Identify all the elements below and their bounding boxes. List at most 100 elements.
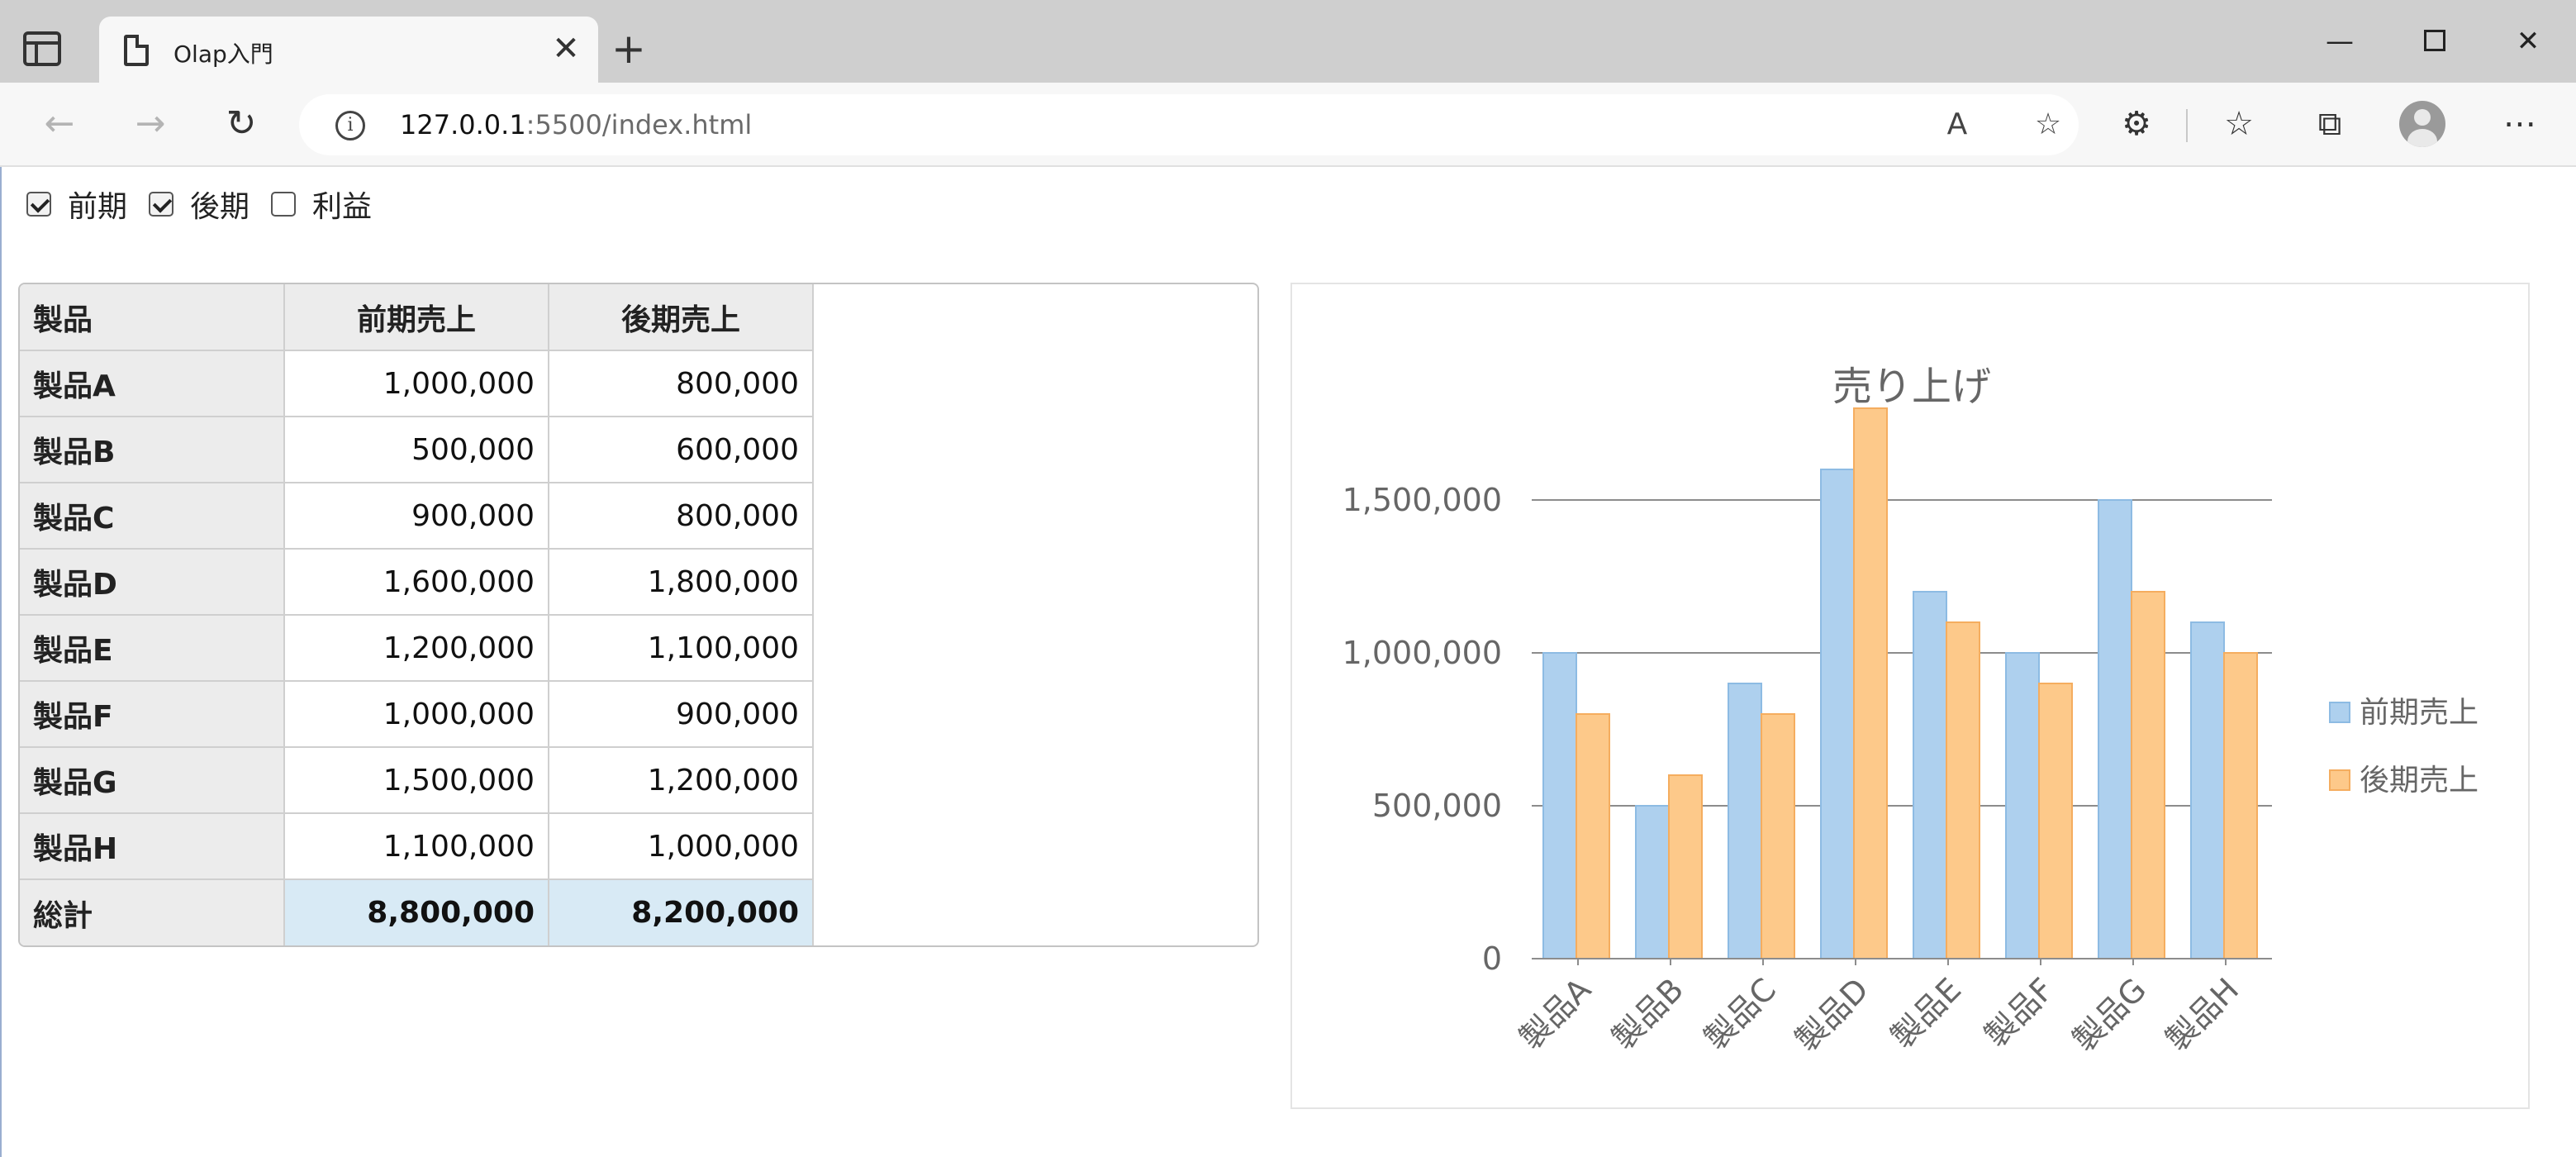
- x-tick-label: 製品B: [1605, 971, 1690, 1056]
- checkbox-profit[interactable]: [271, 192, 297, 217]
- table-row: 製品B 500,000 600,000: [20, 416, 814, 483]
- legend-swatch: [2329, 702, 2350, 723]
- grid-header-row: 製品 前期売上 後期売上: [20, 284, 814, 351]
- back-icon[interactable]: ←: [44, 102, 75, 145]
- window-close-icon[interactable]: ✕: [2516, 25, 2540, 58]
- row-header[interactable]: 製品G: [20, 746, 285, 814]
- filter-second-half[interactable]: 後期: [149, 183, 250, 226]
- filter-profit[interactable]: 利益: [271, 183, 372, 226]
- collections-icon[interactable]: ⧉: [2317, 105, 2342, 143]
- y-tick-label: 1,500,000: [1343, 482, 1502, 518]
- cell-first-half[interactable]: 1,600,000: [283, 548, 549, 616]
- minimize-icon[interactable]: —: [2326, 25, 2354, 58]
- chart-canvas: 売り上げ 0 500,000 1,000,000 1,500,000 製品A 製品B 製品C…: [1343, 364, 2479, 1059]
- bar: [2131, 591, 2165, 959]
- bar: [1635, 805, 1670, 959]
- maximize-icon[interactable]: [2411, 17, 2460, 66]
- pivot-grid: 製品 前期売上 後期売上 製品A 1,000,000 800,000 製品B 5…: [18, 283, 1259, 947]
- cell-first-half[interactable]: 500,000: [283, 416, 549, 483]
- col-header-first-half[interactable]: 前期売上: [283, 284, 549, 351]
- tab-active[interactable]: Olap入門 ✕: [99, 17, 598, 84]
- row-header[interactable]: 製品A: [20, 350, 285, 417]
- bar: [2098, 499, 2132, 959]
- row-header[interactable]: 製品C: [20, 482, 285, 550]
- cell-first-half[interactable]: 1,500,000: [283, 746, 549, 814]
- bar: [1820, 469, 1855, 959]
- new-tab-icon[interactable]: +: [611, 25, 646, 73]
- url-path: :5500/index.html: [525, 109, 753, 140]
- cell-second-half[interactable]: 900,000: [548, 680, 814, 748]
- filter-first-half-label: 前期: [68, 190, 128, 224]
- table-row: 製品C 900,000 800,000: [20, 482, 814, 550]
- cell-first-half[interactable]: 1,200,000: [283, 614, 549, 682]
- x-tick-label: 製品A: [1513, 971, 1598, 1056]
- bar: [2190, 621, 2225, 959]
- page-icon: [124, 35, 149, 66]
- y-tick-label: 0: [1482, 940, 1502, 977]
- add-favorite-icon[interactable]: ☆: [2034, 107, 2062, 141]
- x-tick-label: 製品F: [1978, 971, 2060, 1054]
- tab-close-icon[interactable]: ✕: [552, 30, 580, 68]
- cell-first-half[interactable]: 1,000,000: [283, 680, 549, 748]
- cell-second-half[interactable]: 1,100,000: [548, 614, 814, 682]
- extensions-icon[interactable]: ⚙: [2122, 105, 2151, 143]
- x-tick-label: 製品E: [1884, 971, 1968, 1055]
- y-tick-label: 500,000: [1372, 788, 1502, 824]
- filter-first-half[interactable]: 前期: [26, 183, 127, 226]
- row-header[interactable]: 製品E: [20, 614, 285, 682]
- col-header-product[interactable]: 製品: [20, 284, 285, 351]
- row-header[interactable]: 製品F: [20, 680, 285, 748]
- more-icon[interactable]: ⋯: [2503, 105, 2536, 143]
- toolbar-divider: [2186, 109, 2188, 142]
- sales-chart: 売り上げ 0 500,000 1,000,000 1,500,000 製品A 製品B 製品C…: [1290, 283, 2530, 1109]
- tab-title: Olap入門: [173, 40, 273, 68]
- bar: [2223, 652, 2258, 959]
- bar: [1542, 652, 1577, 959]
- forward-icon[interactable]: →: [135, 102, 166, 145]
- total-second-half[interactable]: 8,200,000: [548, 878, 814, 945]
- row-header[interactable]: 製品B: [20, 416, 285, 483]
- cell-second-half[interactable]: 600,000: [548, 416, 814, 483]
- address-bar[interactable]: i 127.0.0.1:5500/index.html A ☆: [299, 94, 2079, 155]
- x-tick-label: 製品G: [2065, 971, 2153, 1059]
- table-row: 製品D 1,600,000 1,800,000: [20, 548, 814, 616]
- cell-second-half[interactable]: 1,800,000: [548, 548, 814, 616]
- checkbox-second-half[interactable]: [149, 192, 174, 217]
- browser-toolbar: ← → ↻ i 127.0.0.1:5500/index.html A ☆ ⚙ …: [0, 83, 2576, 167]
- checkbox-first-half[interactable]: [26, 192, 51, 217]
- cell-second-half[interactable]: 800,000: [548, 482, 814, 550]
- row-header[interactable]: 製品H: [20, 812, 285, 880]
- reload-icon[interactable]: ↻: [226, 102, 257, 145]
- bar: [1761, 713, 1795, 959]
- total-first-half[interactable]: 8,800,000: [283, 878, 549, 945]
- table-row: 製品G 1,500,000 1,200,000: [20, 746, 814, 814]
- read-aloud-icon[interactable]: A: [1946, 107, 1968, 141]
- chart-title: 売り上げ: [1832, 364, 1991, 410]
- favorites-icon[interactable]: ☆: [2224, 105, 2254, 143]
- legend-label: 前期売上: [2360, 696, 2479, 730]
- cell-second-half[interactable]: 800,000: [548, 350, 814, 417]
- profile-icon[interactable]: [2399, 101, 2445, 147]
- tab-actions-icon[interactable]: [23, 31, 61, 66]
- cell-first-half[interactable]: 1,000,000: [283, 350, 549, 417]
- filter-profit-label: 利益: [312, 190, 373, 224]
- cell-second-half[interactable]: 1,200,000: [548, 746, 814, 814]
- title-bar: Olap入門 ✕ + — ✕: [0, 0, 2576, 84]
- total-row: 総計 8,800,000 8,200,000: [20, 878, 814, 945]
- row-header[interactable]: 製品D: [20, 548, 285, 616]
- bar: [1853, 407, 1888, 959]
- cell-first-half[interactable]: 900,000: [283, 482, 549, 550]
- bar: [1946, 621, 1980, 959]
- filter-checkboxes: 前期 後期 利益: [26, 183, 393, 225]
- total-label[interactable]: 総計: [20, 878, 285, 945]
- site-info-icon[interactable]: i: [335, 111, 365, 140]
- col-header-second-half[interactable]: 後期売上: [548, 284, 814, 351]
- url-text[interactable]: 127.0.0.1:5500/index.html: [400, 109, 752, 140]
- cell-second-half[interactable]: 1,000,000: [548, 812, 814, 880]
- y-tick-label: 1,000,000: [1343, 635, 1502, 671]
- cell-first-half[interactable]: 1,100,000: [283, 812, 549, 880]
- x-tick-label: 製品D: [1789, 971, 1876, 1059]
- table-row: 製品H 1,100,000 1,000,000: [20, 812, 814, 880]
- bar: [2038, 683, 2073, 959]
- bar: [1913, 591, 1947, 959]
